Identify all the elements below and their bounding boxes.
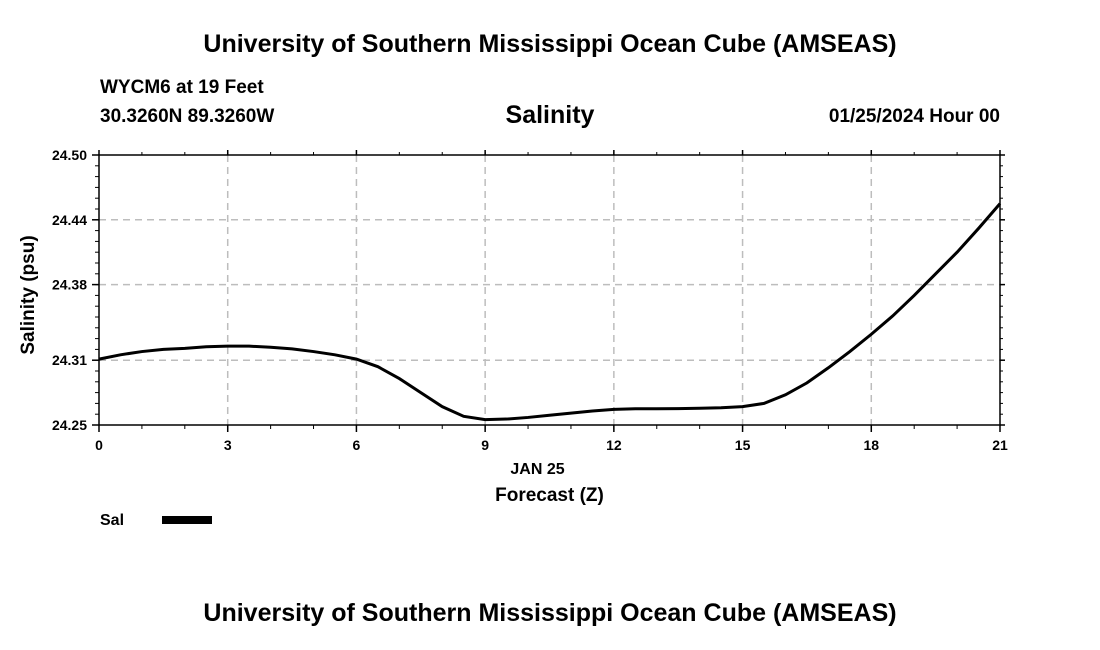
series-line-sal bbox=[98, 202, 1002, 422]
station-label: WYCM6 at 19 Feet bbox=[100, 77, 264, 98]
page-title: University of Southern Mississippi Ocean… bbox=[203, 30, 897, 58]
chart-title: Salinity bbox=[505, 101, 595, 129]
x-axis-date-label: JAN 25 bbox=[510, 461, 564, 478]
axis-ticks bbox=[92, 150, 1005, 432]
x-tick-label: 0 bbox=[95, 437, 103, 453]
plot-frame bbox=[98, 154, 1001, 426]
x-tick-label: 12 bbox=[606, 437, 622, 453]
y-axis-label: Salinity (psu) bbox=[18, 235, 39, 354]
x-tick-label: 6 bbox=[353, 437, 361, 453]
footer-title: University of Southern Mississippi Ocean… bbox=[203, 599, 897, 627]
coordinates-label: 30.3260N 89.3260W bbox=[100, 106, 275, 127]
datetime-label: 01/25/2024 Hour 00 bbox=[828, 106, 1000, 127]
y-tick-label: 24.25 bbox=[52, 417, 87, 433]
legend-swatch-sal bbox=[162, 516, 212, 524]
y-tick-label: 24.38 bbox=[52, 277, 87, 293]
x-tick-label: 3 bbox=[224, 437, 232, 453]
y-tick-label: 24.50 bbox=[52, 147, 87, 163]
x-axis-label: Forecast (Z) bbox=[495, 485, 604, 506]
x-tick-label: 21 bbox=[992, 437, 1008, 453]
y-tick-label: 24.44 bbox=[52, 212, 87, 228]
x-tick-label: 15 bbox=[735, 437, 751, 453]
y-tick-label: 24.31 bbox=[52, 352, 87, 368]
legend-label-sal: Sal bbox=[100, 512, 124, 529]
tick-labels: 0 3 6 9 12 15 18 21 24.25 24.31 24.38 24.44 24.50 bbox=[52, 147, 1008, 453]
grid-lines bbox=[99, 155, 1000, 425]
x-tick-label: 18 bbox=[863, 437, 879, 453]
legend: Sal bbox=[100, 512, 212, 529]
x-tick-label: 9 bbox=[481, 437, 489, 453]
